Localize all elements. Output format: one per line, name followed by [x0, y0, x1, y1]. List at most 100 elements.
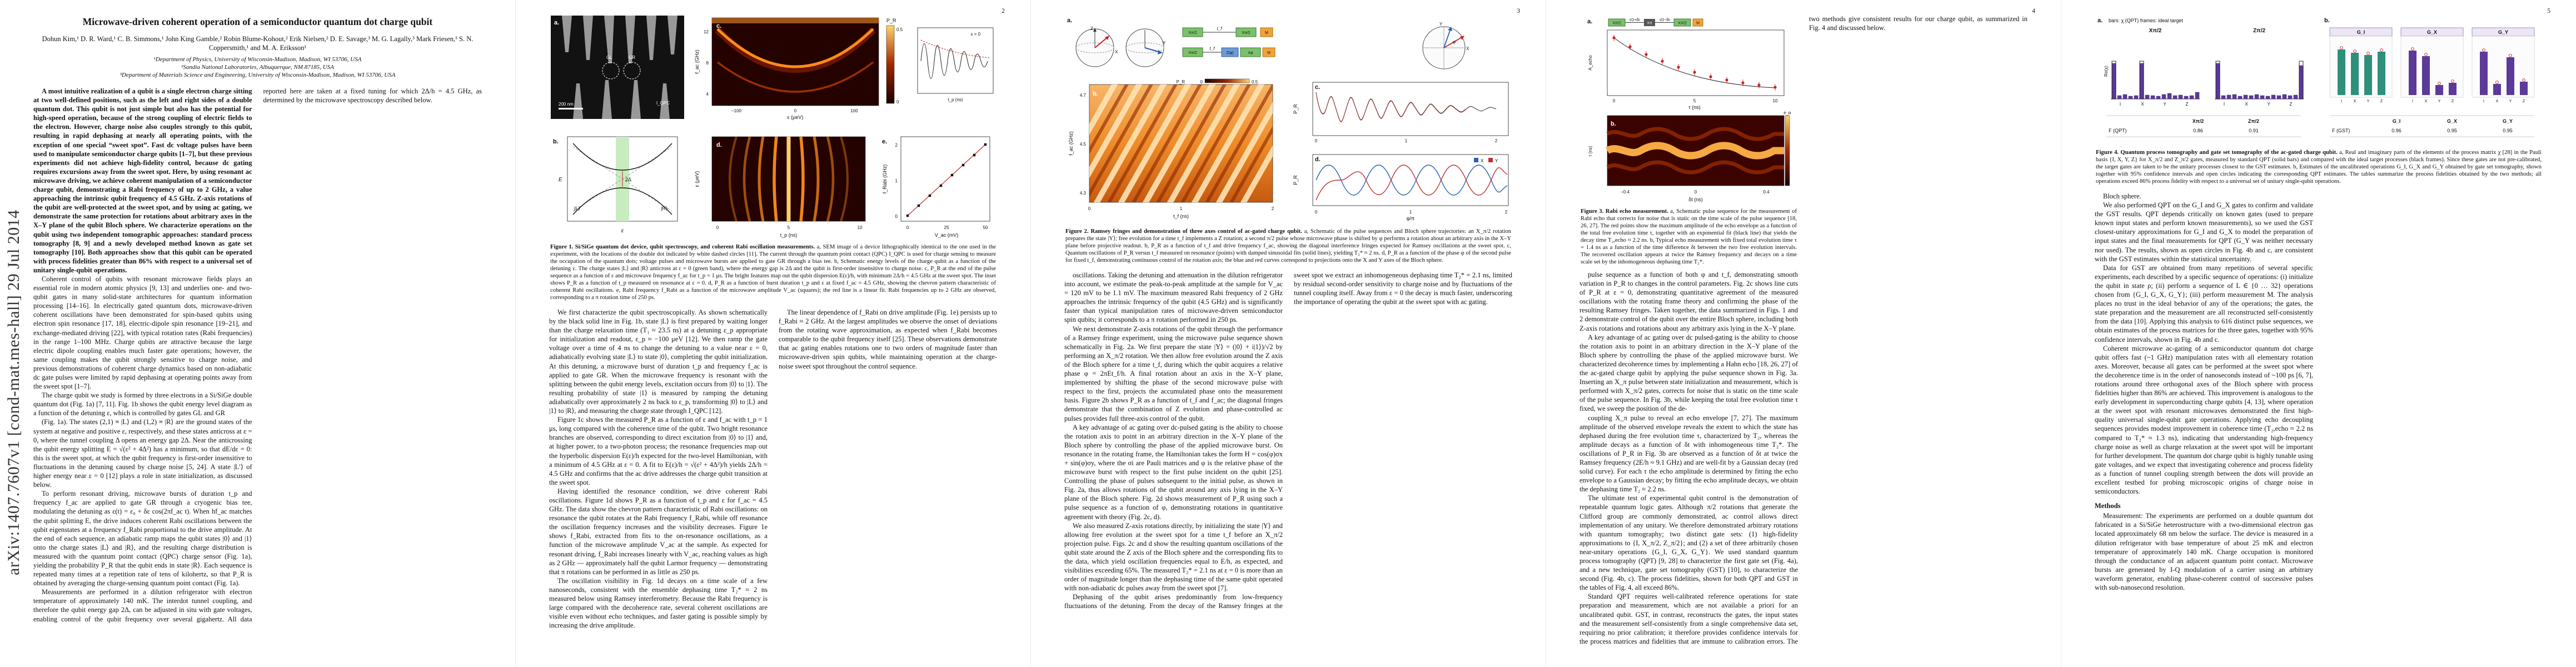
- body-paragraph: The charge qubit we study is formed by t…: [33, 391, 252, 417]
- figure-1: 200 nm GL GR I_QPC a.: [549, 16, 997, 238]
- page3-content: a. Z X: [1031, 0, 1546, 667]
- fig2-d-xtick2: 1: [1409, 210, 1412, 215]
- fig1-c-ytick2: 8: [706, 61, 709, 66]
- methods-paragraphs: Measurement: The experiments are perform…: [2095, 511, 2313, 592]
- body-paragraph: The oscillation visibility in Fig. 1d de…: [549, 576, 768, 630]
- fig1-e-ytick2: 2: [895, 143, 898, 148]
- fig2-b-ylabel: f_ac (GHz): [1068, 131, 1074, 156]
- page1-paragraphs: Coherent control of qubits with resonant…: [33, 87, 482, 633]
- page3-body: oscillations. Taking the detuning and at…: [1064, 271, 1512, 615]
- gst-gx-qpt-circles: [2411, 47, 2454, 85]
- body-paragraph: Dephasing of the qubit arises predominan…: [1064, 271, 1512, 610]
- gst-gi-ax2: X: [2354, 99, 2356, 103]
- fig4-caption-label: Figure 4.: [2096, 150, 2121, 156]
- fig2-seq1-x90b: Xπ/2: [1242, 31, 1250, 35]
- fig2-seq1-m: M: [1265, 31, 1268, 35]
- fig3-a-ylabel: A_echo: [1588, 55, 1593, 71]
- body-paragraph: Standard QPT requires well-calibrated re…: [1580, 15, 2027, 645]
- fig4-z90-title: Zπ/2: [2253, 28, 2266, 34]
- fig1-panel-e-rabi-linear: 0 1 2 f_Rabi (GHz) 0 25 50 V_ac (mV) e.: [882, 136, 990, 238]
- fig1-d-xtick2: 5: [788, 225, 790, 230]
- fig3-a-xlabel: τ (ns): [1688, 104, 1701, 110]
- fig4-panel-b-gst: b. G_I I: [2324, 17, 2535, 137]
- page-1: arXiv:1407.7607v1 [cond-mat.mes-hall] 29…: [0, 0, 515, 667]
- figure-4: a. bars: χ (QPT) frames: ideal target Xπ…: [2095, 16, 2543, 143]
- gst-fidelity-table: G_I G_X G_Y F (GST) 0.96 0.95 0.95: [2330, 115, 2534, 137]
- body-paragraph: The ultimate test of experimental qubit …: [1580, 494, 1798, 592]
- gst-gy-ax4: Z: [2523, 99, 2525, 103]
- gst-gy-qpt-circles: [2482, 48, 2525, 84]
- body-paragraph: ¹Department of Physics, University of Wi…: [153, 56, 362, 63]
- gst-chart-gi: G_I I X Y Z: [2329, 27, 2393, 103]
- fig3-b-xlabel: δt (ns): [1688, 197, 1703, 202]
- page-number-2: 2: [1001, 8, 1005, 14]
- fig1-c-xtick1: −100: [731, 108, 742, 113]
- body-paragraph: Measurement: The experiments are perform…: [2095, 512, 2313, 592]
- fig2-b-ytick2: 4.5: [1080, 142, 1087, 147]
- fig2-caption-text: a, Schematic of the pulse sequences and …: [1065, 228, 1512, 263]
- page5-paragraphs: Bloch sphere. We also performed QPT on th…: [2095, 192, 2313, 496]
- fig2-d-xlabel: φ/π: [1407, 216, 1415, 221]
- body-paragraph: We first characterize the qubit spectros…: [549, 308, 768, 415]
- page2-content: 200 nm GL GR I_QPC a.: [516, 0, 1030, 667]
- fig2-panel-d-phase-control: X Y P_R 0 1 2 φ/π d.: [1293, 154, 1509, 221]
- figure-2-graphic: a. Z X: [1067, 17, 1509, 221]
- fig1-inset-note: ε = 0: [971, 32, 981, 37]
- fig4-x90-ax1: I: [2120, 102, 2121, 107]
- gst-gi-bars: [2338, 49, 2385, 95]
- gst-row-label: F (GST): [2332, 128, 2350, 133]
- gst-chart-gy: G_Y I X Y Z: [2472, 27, 2535, 103]
- gate-electrodes: [562, 16, 677, 119]
- body-paragraph: coupling X_π pulse to reveal an echo env…: [1580, 414, 1798, 494]
- fig2-phase-x: X: [1466, 46, 1469, 51]
- body-paragraph: We also performed QPT on the G_I and G_X…: [2095, 201, 2313, 263]
- qpt-value-z: 0.91: [2249, 128, 2259, 133]
- right-dot-marker: [623, 62, 641, 79]
- body-paragraph: Measurements are performed in a dilution…: [33, 87, 482, 623]
- fig1-d-xtick1: 0: [716, 225, 719, 230]
- fig3-cb-label: P_R: [1783, 112, 1791, 116]
- gst-value-gy: 0.95: [2503, 128, 2513, 133]
- fig2-seq2-x90a: Xπ/2: [1188, 51, 1197, 55]
- fig1-gap-label: 2Δ: [625, 177, 631, 182]
- figure-1-graphic: 200 nm GL GR I_QPC a.: [551, 16, 994, 238]
- body-paragraph: Having identified the resonance conditio…: [549, 487, 768, 576]
- fig1-c-xlabel: ε (μeV): [788, 115, 804, 120]
- fig4-x90-title: Xπ/2: [2149, 28, 2162, 34]
- fig1-c-ylabel: f_ac (GHz): [694, 49, 700, 74]
- fig1-caption-title: Si/SiGe quantum dot device, qubit spectr…: [575, 244, 817, 250]
- fig2-d-xtick3: 2: [1505, 210, 1508, 215]
- qpt-value-x: 0.86: [2193, 128, 2203, 133]
- fig2-c-letter: c.: [1315, 84, 1320, 91]
- fig2-b-xtick2: 1: [1180, 206, 1183, 211]
- fig4-b-letter: b.: [2324, 17, 2330, 24]
- fig3-b-ylabel: τ (ns): [1588, 146, 1593, 156]
- fig2-d-ylabel: P_R: [1293, 175, 1298, 185]
- page3-paragraphs: oscillations. Taking the detuning and at…: [1064, 271, 1512, 615]
- abstract: A most intuitive realization of a qubit …: [33, 87, 252, 274]
- figure-3-block: a. Xπ/2 τ/2+δt Xπ τ/2−δt: [1580, 17, 1798, 266]
- gst-gy-ax3: Y: [2509, 99, 2512, 103]
- fig3-a-xtick2: 5: [1693, 98, 1696, 103]
- fig1-gr-label: GR: [629, 55, 635, 60]
- gst-gi-ax4: Z: [2380, 99, 2383, 103]
- gst-gi-label: G_I: [2357, 29, 2365, 35]
- fig1-b-ylabel: E: [559, 177, 562, 183]
- gst-col-gx: G_X: [2447, 118, 2457, 124]
- fig1-colorbar: P_R 0.5 0: [886, 18, 903, 104]
- body-paragraph: We next demonstrate Z-axis rotations of …: [1064, 325, 1283, 422]
- fig4-panel-a-qpt: a. bars: χ (QPT) frames: ideal target Xπ…: [2097, 17, 2304, 137]
- gst-gi-ax3: Y: [2367, 99, 2370, 103]
- gst-gx-bars: [2409, 51, 2457, 95]
- figure-1-caption: Figure 1. Si/SiGe quantum dot device, qu…: [550, 243, 996, 301]
- fig4-caption-title: Quantum process tomography and gate set …: [2120, 150, 2340, 156]
- fig1-scalebar-label: 200 nm: [559, 102, 574, 107]
- fig1-c-ytick3: 4: [706, 92, 709, 97]
- fig1-c-xtick3: 100: [850, 108, 858, 113]
- fig2-cb-min: 0: [1200, 79, 1203, 84]
- pulse-sequence-1: Xπ/2 t_f Xπ/2 M: [1182, 26, 1273, 37]
- gst-gx-ax2: X: [2425, 99, 2428, 103]
- fig2-panel-b-ramsey-map: P_R 0 0.5 4.7 4.5 4.3 f_ac (GHz) 0 1 2 t…: [1068, 78, 1274, 219]
- fig2-phase-y: Y: [1439, 22, 1443, 27]
